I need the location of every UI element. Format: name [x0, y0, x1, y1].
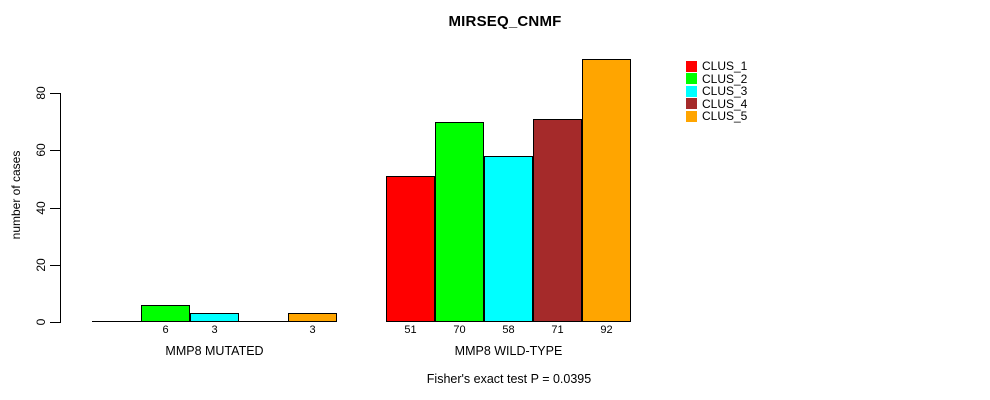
legend-swatch-icon: [686, 73, 697, 85]
category-label: MMP8 WILD-TYPE: [454, 344, 563, 358]
bar-clus_3: [484, 155, 533, 322]
y-tick-label: 40: [34, 200, 48, 215]
legend-label: CLUS_1: [702, 59, 748, 74]
bar-clus_2: [141, 304, 190, 322]
y-tick-label: 0: [34, 318, 48, 326]
legend-label: CLUS_4: [702, 96, 748, 111]
annotation-fisher-test: Fisher's exact test P = 0.0395: [426, 372, 592, 386]
legend-swatch-icon: [686, 85, 697, 97]
category-label: MMP8 MUTATED: [165, 344, 264, 358]
bar-value-label: 70: [453, 324, 466, 336]
legend-label: CLUS_5: [702, 109, 748, 124]
y-tick: [50, 207, 60, 209]
legend-item-clus_3: CLUS_3: [686, 85, 747, 98]
y-tick: [50, 264, 60, 266]
legend-item-clus_5: CLUS_5: [686, 110, 747, 123]
legend-item-clus_2: CLUS_2: [686, 73, 747, 86]
y-tick: [50, 93, 60, 94]
bar-clus_3: [190, 313, 239, 322]
bar-value-label: 3: [309, 324, 316, 336]
y-tick-label: 60: [34, 143, 48, 157]
y-axis-label: number of cases: [9, 150, 23, 240]
chart-title: MIRSEQ_CNMF: [448, 13, 562, 30]
legend-swatch-icon: [686, 110, 697, 122]
bar-value-label: 58: [502, 324, 515, 336]
bar-clus_4-zero: [239, 321, 288, 322]
y-tick-label: 80: [34, 86, 48, 100]
legend-item-clus_4: CLUS_4: [686, 98, 747, 111]
legend: CLUS_1 CLUS_2 CLUS_3 CLUS_4 CLUS_5: [686, 60, 747, 123]
bar-value-label: 92: [600, 324, 613, 336]
y-tick-label: 20: [34, 258, 48, 272]
legend-swatch-icon: [686, 60, 697, 72]
bar-value-label: 3: [211, 324, 218, 336]
bar-clus_5: [288, 313, 337, 322]
legend-label: CLUS_2: [702, 71, 748, 86]
bar-clus_1-zero: [92, 321, 141, 322]
legend-item-clus_1: CLUS_1: [686, 60, 747, 73]
bar-value-label: 51: [404, 324, 417, 336]
y-tick: [50, 322, 60, 323]
bar-clus_2: [435, 121, 484, 322]
bar-clus_5: [582, 58, 631, 322]
bar-value-label: 71: [551, 324, 564, 336]
legend-swatch-icon: [686, 98, 697, 110]
y-axis-line: [60, 93, 61, 323]
bar-clus_1: [386, 176, 435, 322]
bar-value-label: 6: [162, 324, 169, 336]
y-tick: [50, 150, 60, 152]
legend-label: CLUS_3: [702, 84, 748, 99]
bar-clus_4: [533, 118, 582, 322]
